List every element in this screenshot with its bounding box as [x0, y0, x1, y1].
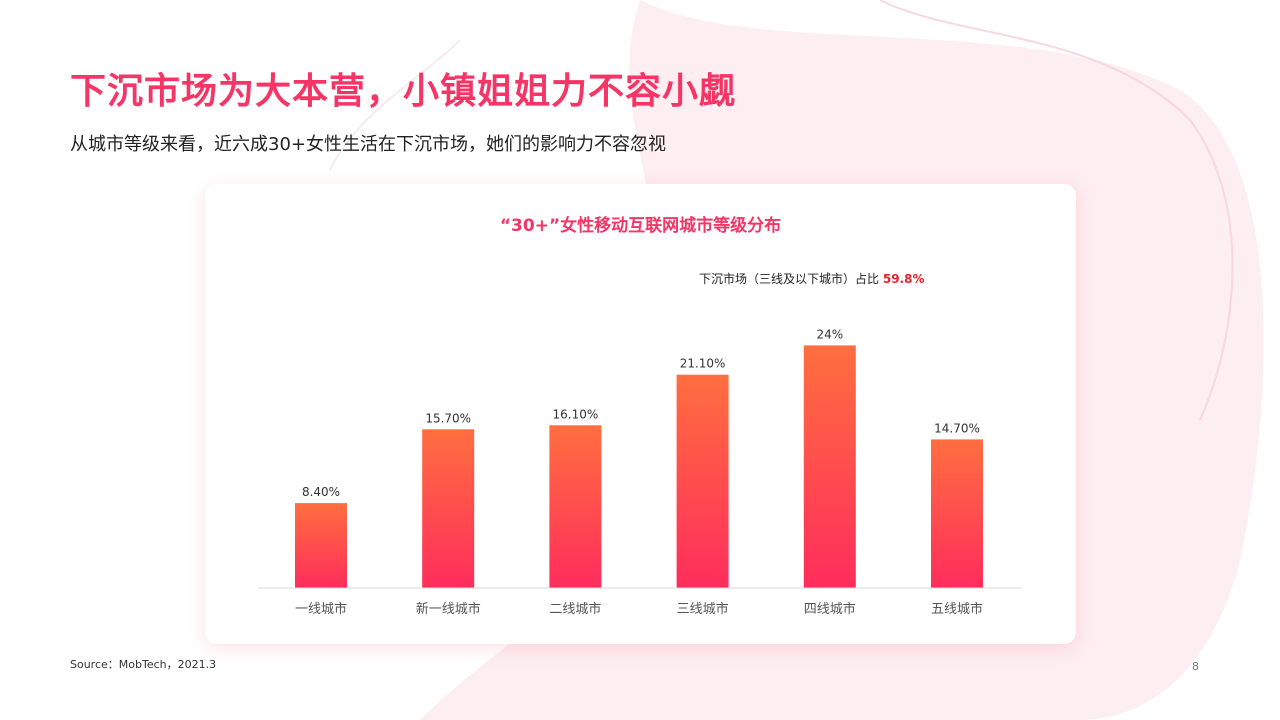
- bar-2: [422, 429, 475, 588]
- data-label-3: 16.10%: [553, 407, 599, 421]
- chart-title: “30+”女性移动互联网城市等级分布: [499, 216, 782, 236]
- x-tick-label-2: 新一线城市: [416, 601, 481, 617]
- source-note: Source：MobTech，2021.3: [70, 658, 217, 671]
- bar-1: [295, 503, 347, 588]
- bar-6: [931, 439, 983, 588]
- data-label-6: 14.70%: [934, 421, 980, 435]
- page-title: 下沉市场为大本营，小镇姐姐力不容小觑: [70, 71, 737, 112]
- x-tick-label-5: 四线城市: [804, 601, 856, 617]
- page-subtitle: 从城市等级来看，近六成30+女性生活在下沉市场，她们的影响力不容忽视: [70, 134, 666, 155]
- data-label-1: 8.40%: [302, 485, 340, 499]
- x-tick-label-3: 二线城市: [549, 601, 601, 617]
- x-tick-label-6: 五线城市: [931, 601, 983, 617]
- x-tick-label-1: 一线城市: [295, 601, 347, 617]
- chart-card: “30+”女性移动互联网城市等级分布 下沉市场（三线及以下城市）占比 59.8%…: [205, 184, 1076, 644]
- bar-chart: 8.40% 一线城市 15.70% 新一线城市 16.10% 二线城市 21.10% 三线城市…: [258, 327, 1021, 617]
- chart-annotation: 下沉市场（三线及以下城市）占比 59.8%: [699, 270, 924, 287]
- annotation-text: 下沉市场（三线及以下城市）占比: [699, 272, 880, 286]
- bar-5: [803, 345, 856, 588]
- page-number: 8: [1192, 660, 1199, 673]
- annotation-value: 59.8%: [882, 272, 925, 286]
- x-tick-label-4: 三线城市: [677, 601, 729, 617]
- bar-4: [676, 374, 729, 588]
- data-label-4: 21.10%: [680, 357, 726, 371]
- data-label-2: 15.70%: [425, 411, 471, 425]
- bar-3: [549, 425, 602, 588]
- data-label-5: 24%: [816, 327, 843, 341]
